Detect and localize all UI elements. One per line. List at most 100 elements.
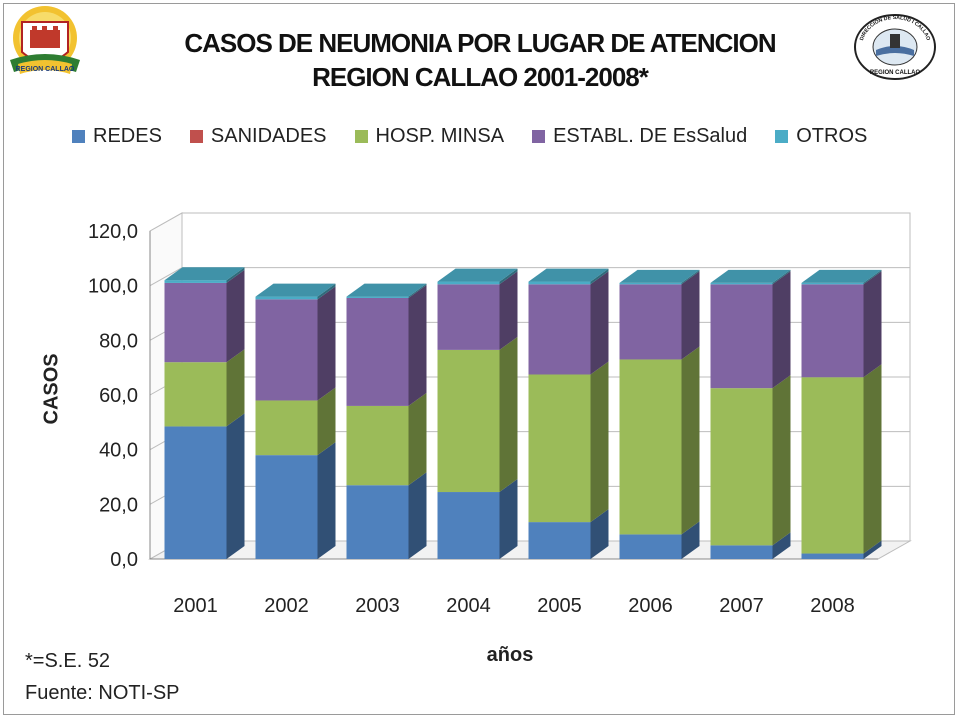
- bar-redes-2007: [710, 545, 773, 559]
- bar-establ-de-essalud-2004: [437, 284, 500, 350]
- legend-swatch: [775, 129, 789, 143]
- legend-label: SANIDADES: [210, 124, 327, 147]
- logo-left-text: REGION CALLAO: [16, 66, 75, 73]
- bar-side-otros-2006: [681, 269, 700, 285]
- bar-side-otros-2004: [499, 268, 518, 285]
- bar-otros-2005: [528, 281, 591, 285]
- x-tick-label: 2005: [537, 595, 582, 617]
- y-tick-label: 60,0: [99, 385, 138, 407]
- bar-side-hosp-minsa-2007: [772, 375, 791, 546]
- logo-right-bottom-text: REGION CALLAO: [870, 70, 921, 76]
- bar-otros-2008: [801, 282, 864, 285]
- slide-border: [3, 3, 955, 715]
- tower-icon: [890, 34, 900, 48]
- bar-establ-de-essalud-2007: [710, 284, 773, 389]
- bar-establ-de-essalud-2002: [255, 299, 318, 401]
- chart-title: CASOS DE NEUMONIA POR LUGAR DE ATENCION …: [0, 26, 960, 94]
- bar-redes-2005: [528, 522, 591, 559]
- bar-establ-de-essalud-2003: [346, 297, 409, 406]
- bar-hosp-minsa-2002: [255, 400, 318, 456]
- x-tick-label: 2007: [719, 595, 764, 617]
- bar-redes-2003: [346, 485, 409, 559]
- bar-side-establ-de-essalud-2007: [772, 271, 791, 389]
- x-tick-label: 2004: [446, 595, 491, 617]
- legend-label: OTROS: [796, 124, 868, 147]
- y-tick-label: 80,0: [99, 330, 138, 352]
- bar-side-hosp-minsa-2001: [226, 349, 245, 427]
- bar-side-establ-de-essalud-2002: [317, 286, 336, 401]
- chart-legend: REDES SANIDADES HOSP. MINSA ESTABL. DE EsSa…: [72, 122, 902, 150]
- wave-icon: [876, 46, 914, 56]
- title-line-2: REGION CALLAO 2001-2008*: [312, 62, 649, 92]
- bar-establ-de-essalud-2001: [164, 282, 227, 363]
- y-tick-label: 20,0: [99, 494, 138, 516]
- bar-side-hosp-minsa-2006: [681, 346, 700, 535]
- bar-side-establ-de-essalud-2004: [499, 271, 518, 350]
- legend-swatch: [72, 129, 85, 143]
- legend-item: ESTABL. DE EsSalud: [532, 125, 747, 148]
- bar-redes-2002: [255, 455, 318, 559]
- legend-item: HOSP. MINSA: [354, 124, 505, 148]
- castle-icon: [30, 30, 60, 48]
- bar-top-2008: [801, 269, 882, 283]
- bar-side-otros-2005: [590, 268, 609, 285]
- bar-side-otros-2008: [863, 269, 882, 285]
- title-line-1: CASOS DE NEUMONIA POR LUGAR DE ATENCION: [184, 28, 776, 58]
- legend-label: ESTABL. DE EsSalud: [553, 124, 748, 147]
- bar-side-otros-2002: [317, 283, 336, 300]
- note-source: Fuente: NOTI-SP: [25, 682, 180, 704]
- bar-hosp-minsa-2006: [619, 359, 682, 535]
- x-tick-label: 2003: [355, 595, 400, 617]
- bar-redes-2001: [164, 426, 227, 559]
- x-tick-label: 2002: [264, 595, 309, 617]
- y-tick-label: 100,0: [88, 276, 138, 298]
- bar-side-redes-2003: [408, 472, 427, 559]
- x-tick-label: 2006: [628, 595, 673, 617]
- bar-top-2001: [164, 267, 245, 281]
- bar-hosp-minsa-2003: [346, 405, 409, 486]
- x-axis-label: años: [486, 644, 534, 666]
- bar-otros-2006: [619, 282, 682, 285]
- legend-item: SANIDADES: [189, 124, 327, 148]
- bar-side-establ-de-essalud-2008: [863, 271, 882, 378]
- bar-side-redes-2007: [772, 532, 791, 559]
- bar-hosp-minsa-2001: [164, 362, 227, 427]
- bar-top-2007: [710, 269, 791, 283]
- legend-item: REDES: [72, 125, 162, 148]
- bar-redes-2006: [619, 534, 682, 559]
- bar-side-otros-2007: [772, 269, 791, 285]
- bar-side-redes-2005: [590, 509, 609, 559]
- bar-top-2004: [437, 268, 518, 282]
- bar-otros-2007: [710, 282, 773, 285]
- bar-side-establ-de-essalud-2005: [590, 271, 609, 375]
- bar-establ-de-essalud-2005: [528, 284, 591, 375]
- bar-hosp-minsa-2007: [710, 388, 773, 546]
- bar-otros-2003: [346, 296, 409, 298]
- legend-item: OTROS: [775, 125, 867, 148]
- bar-top-2002: [255, 283, 336, 297]
- legend-label: REDES: [93, 124, 162, 147]
- bar-side-hosp-minsa-2004: [499, 336, 518, 493]
- legend-label: HOSP. MINSA: [375, 124, 505, 147]
- y-tick-label: 120,0: [88, 221, 138, 243]
- legend-swatch: [189, 129, 203, 143]
- bar-side-hosp-minsa-2008: [863, 364, 882, 554]
- bar-side-otros-2001: [226, 267, 245, 283]
- legend-swatch: [532, 129, 546, 143]
- bar-side-establ-de-essalud-2001: [226, 269, 245, 363]
- legend-swatch: [354, 129, 368, 143]
- bar-establ-de-essalud-2006: [619, 284, 682, 360]
- gridline: [149, 212, 910, 232]
- bar-establ-de-essalud-2008: [801, 284, 864, 378]
- bar-redes-2004: [437, 492, 500, 559]
- bar-side-redes-2008: [863, 540, 882, 559]
- bar-top-2006: [619, 269, 700, 283]
- y-tick-label: 40,0: [99, 440, 138, 462]
- bar-side-establ-de-essalud-2003: [408, 284, 427, 406]
- bar-redes-2008: [801, 553, 864, 559]
- bar-side-redes-2001: [226, 413, 245, 559]
- bar-side-establ-de-essalud-2006: [681, 271, 700, 360]
- bar-hosp-minsa-2008: [801, 377, 864, 554]
- x-tick-label: 2001: [173, 595, 218, 617]
